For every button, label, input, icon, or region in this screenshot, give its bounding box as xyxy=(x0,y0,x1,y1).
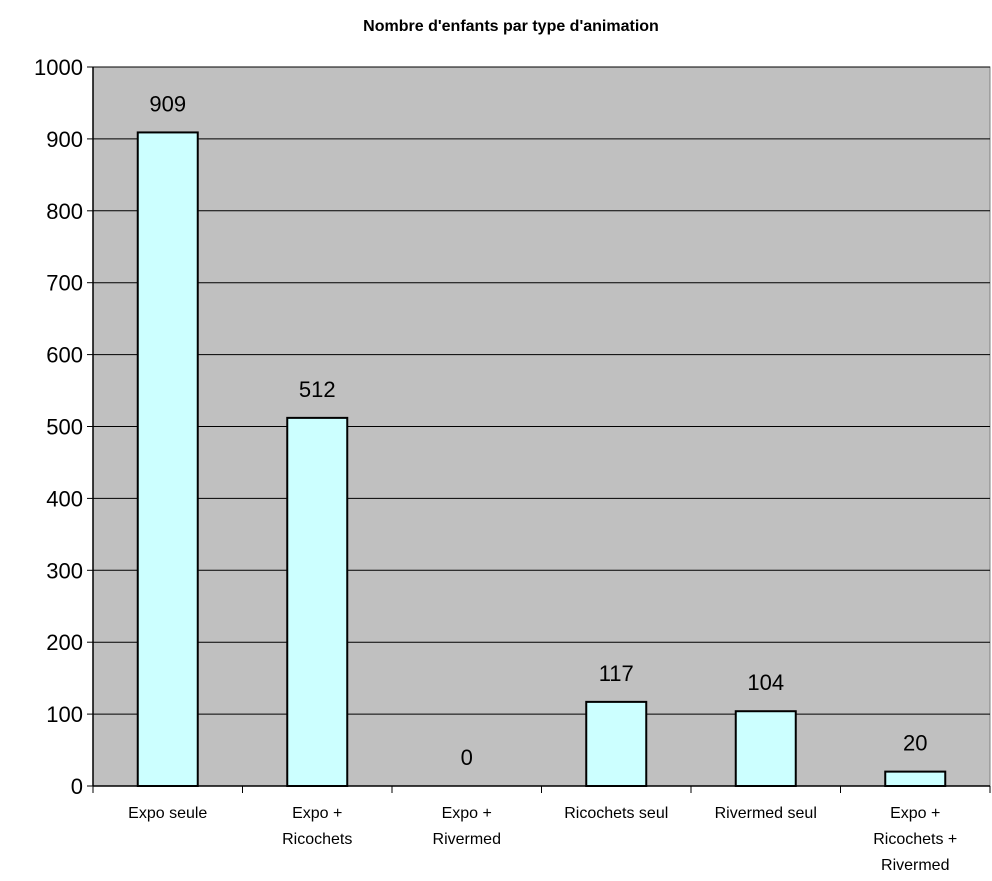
y-tick-label: 600 xyxy=(46,343,83,368)
data-label: 909 xyxy=(149,91,186,116)
x-tick-label-line: Expo seule xyxy=(128,805,207,822)
x-tick-label: Rivermed seul xyxy=(715,805,817,822)
y-tick-label: 900 xyxy=(46,127,83,152)
x-tick-label-line: Expo + xyxy=(442,805,492,822)
bar xyxy=(734,710,797,787)
x-tick-label-line: Expo + xyxy=(890,805,940,822)
data-labels: 909 512 0 117 104 20 xyxy=(149,91,927,770)
x-tick-label-line: Rivermed seul xyxy=(715,805,817,822)
y-tick-label: 0 xyxy=(71,774,83,799)
x-axis: Expo seule Expo + Ricochets Expo + Rivermed R… xyxy=(92,785,991,874)
x-tick-label-line: Ricochets + xyxy=(873,831,957,848)
x-tick-label: Expo + Ricochets xyxy=(282,805,352,848)
y-tick-label: 500 xyxy=(46,415,83,440)
data-label: 0 xyxy=(461,745,473,770)
data-label: 104 xyxy=(747,670,784,695)
y-axis: 0 100 200 300 400 500 600 700 800 900 1000 xyxy=(34,55,94,799)
y-tick-label: 200 xyxy=(46,630,83,655)
bar xyxy=(286,416,349,787)
y-tick-label: 300 xyxy=(46,558,83,583)
x-tick-label-line: Expo + xyxy=(292,805,342,822)
y-tick-label: 400 xyxy=(46,486,83,511)
x-tick-label-line: Rivermed xyxy=(881,857,949,874)
x-tick-label-line: Ricochets xyxy=(282,831,352,848)
data-label: 512 xyxy=(299,377,336,402)
grid-lines xyxy=(93,66,990,715)
x-tick-label-line: Ricochets seul xyxy=(564,805,668,822)
bar xyxy=(585,700,648,788)
x-tick-label: Ricochets seul xyxy=(564,805,668,822)
data-label: 117 xyxy=(599,661,634,686)
bar xyxy=(136,131,199,787)
x-tick-label: Expo seule xyxy=(128,805,207,822)
x-tick-label: Expo + Rivermed xyxy=(433,805,501,848)
y-tick-label: 800 xyxy=(46,199,83,224)
y-tick-label: 100 xyxy=(46,702,83,727)
data-label: 20 xyxy=(903,731,927,756)
bar xyxy=(884,770,947,787)
y-tick-label: 1000 xyxy=(34,55,83,80)
x-tick-label-line: Rivermed xyxy=(433,831,501,848)
y-tick-label: 700 xyxy=(46,271,83,296)
chart-title: Nombre d'enfants par type d'animation xyxy=(363,18,659,35)
x-tick-label: Expo + Ricochets + Rivermed xyxy=(873,805,957,874)
